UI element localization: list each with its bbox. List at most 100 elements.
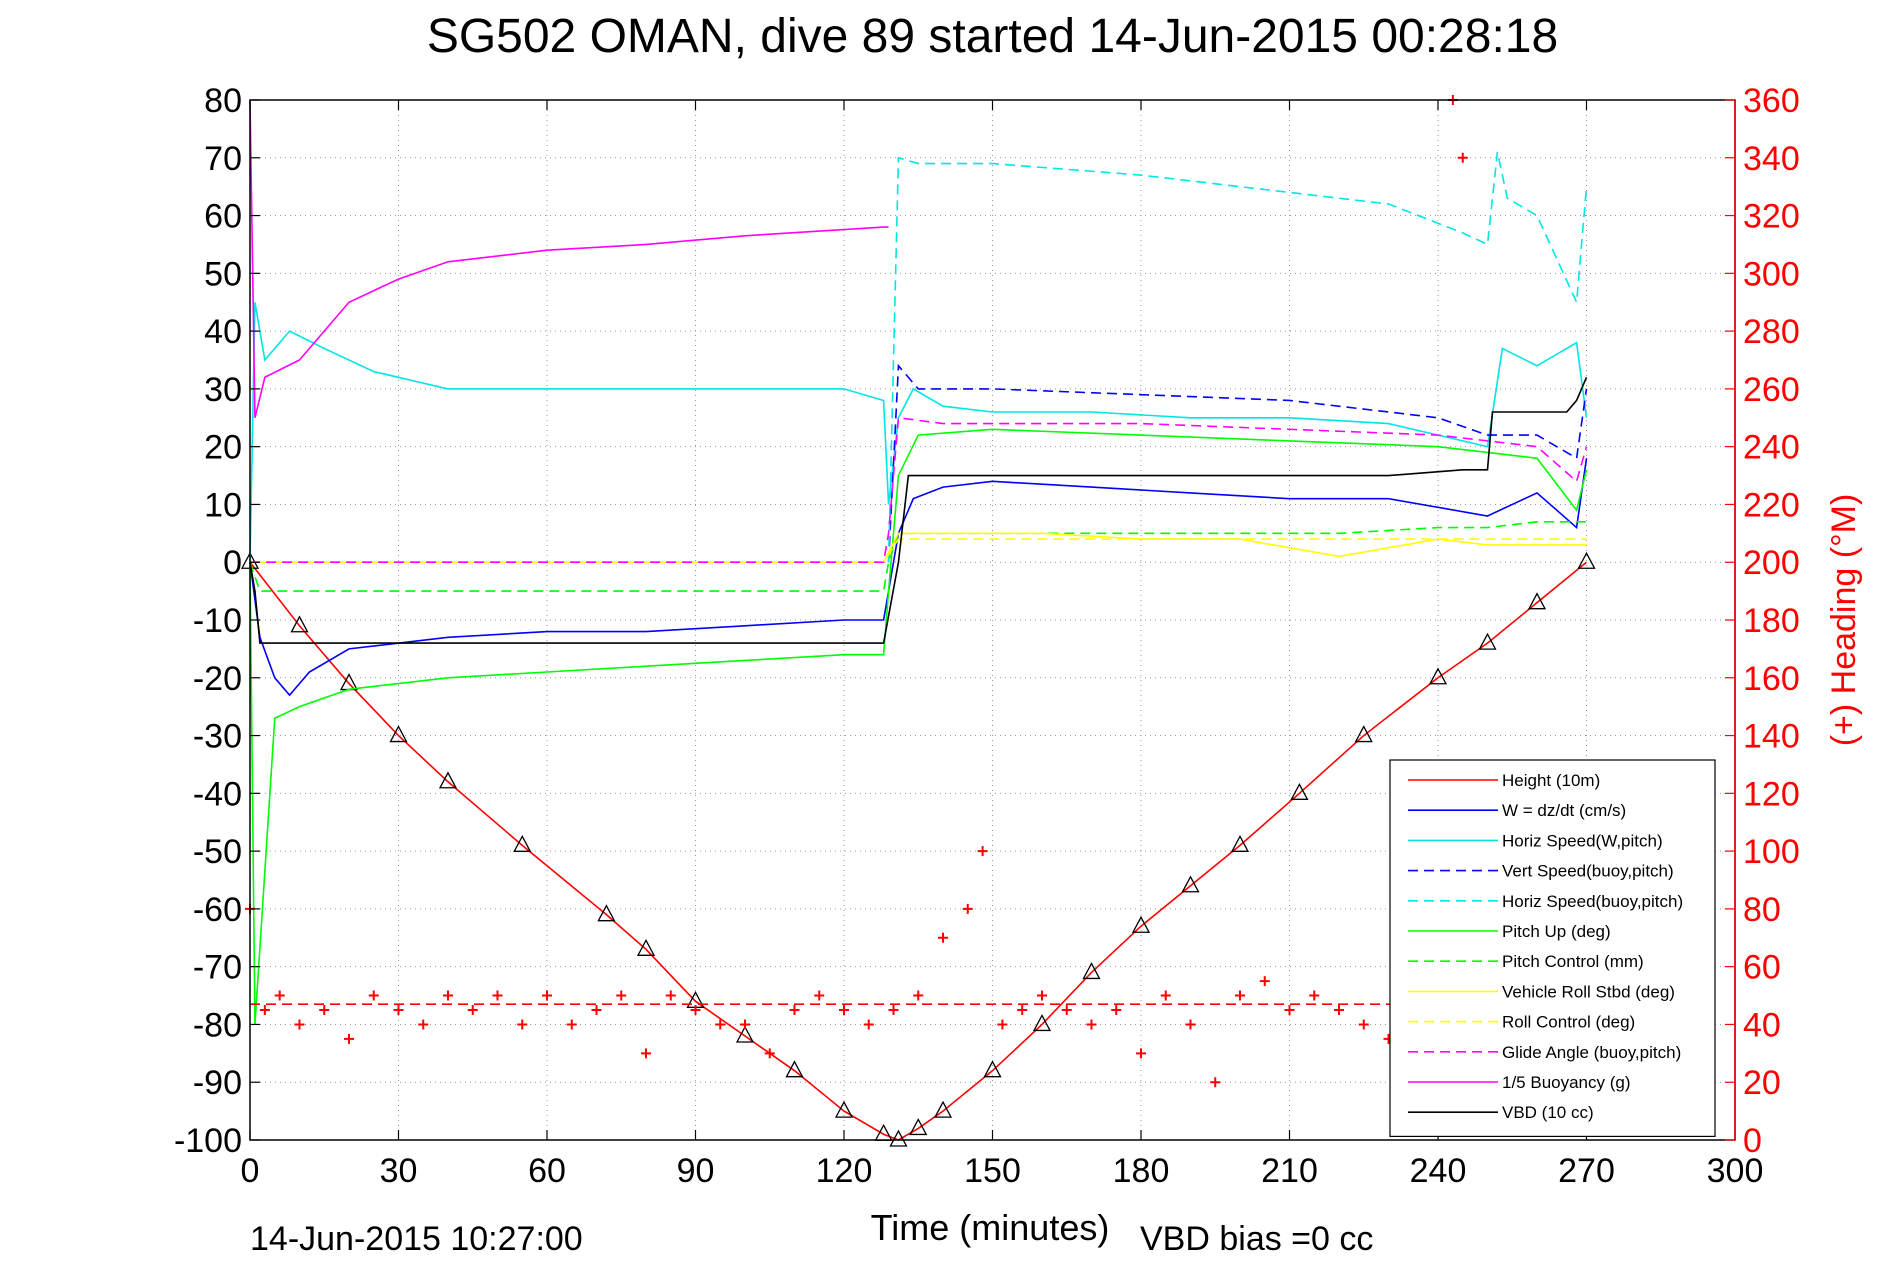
height-marker	[290, 615, 309, 633]
height-marker	[1131, 915, 1151, 933]
legend-label: Glide Angle (buoy,pitch)	[1502, 1043, 1681, 1062]
x-tick-label: 150	[964, 1152, 1021, 1190]
heading-point	[1210, 1077, 1221, 1088]
y-tick-label-left: -70	[193, 949, 242, 987]
y-tick-label-right: 120	[1743, 775, 1800, 813]
height-marker	[438, 771, 458, 789]
legend-label: Pitch Control (mm)	[1502, 952, 1644, 971]
heading-point	[764, 1048, 775, 1059]
y-tick-label-left: 80	[204, 82, 242, 120]
footer-timestamp: 14-Jun-2015 10:27:00	[250, 1220, 583, 1258]
height-marker	[1577, 551, 1596, 569]
heading-point	[962, 903, 973, 914]
heading-point	[1334, 1005, 1344, 1015]
heading-point	[888, 1005, 899, 1015]
x-tick-label: 60	[528, 1152, 566, 1190]
heading-point	[368, 990, 379, 1001]
series-vbd-10-cc	[249, 377, 1588, 644]
heading-point	[542, 990, 552, 1001]
x-tick-label: 210	[1261, 1152, 1318, 1190]
height-marker	[389, 725, 408, 743]
x-tick-label: 0	[241, 1152, 260, 1190]
height-marker	[889, 1129, 908, 1147]
heading-point	[715, 1019, 726, 1030]
heading-point	[566, 1019, 577, 1030]
height-marker	[735, 1025, 755, 1043]
heading-point	[997, 1019, 1008, 1030]
height-marker	[909, 1118, 928, 1136]
y-tick-label-left: 70	[204, 140, 242, 178]
heading-point	[1309, 990, 1320, 1001]
y-tick-label-right: 360	[1743, 82, 1800, 120]
legend-label: 1/5 Buoyancy (g)	[1502, 1073, 1631, 1092]
heading-point	[1086, 1019, 1097, 1030]
heading-point	[344, 1033, 354, 1044]
y-tick-label-left: -100	[174, 1122, 242, 1160]
heading-point	[938, 932, 948, 943]
y-tick-label-right: 300	[1743, 255, 1800, 293]
heading-point	[1111, 1005, 1122, 1015]
right-y-axis-label: (+) Heading (°M)	[1825, 494, 1863, 747]
x-tick-label: 300	[1707, 1152, 1764, 1190]
y-tick-label-right: 100	[1743, 833, 1800, 871]
heading-point	[913, 990, 924, 1001]
x-tick-label: 30	[380, 1152, 418, 1190]
y-tick-label-left: -40	[193, 775, 242, 813]
heading-point	[1457, 152, 1468, 163]
y-tick-label-left: 60	[204, 198, 242, 236]
y-tick-label-right: 20	[1743, 1064, 1781, 1102]
heading-point	[1185, 1019, 1196, 1030]
heading-point	[789, 1005, 800, 1015]
series-layer	[240, 95, 1596, 1147]
heading-point	[517, 1019, 528, 1030]
heading-point	[863, 1019, 874, 1030]
legend-label: Vert Speed(buoy,pitch)	[1502, 862, 1674, 881]
heading-point	[319, 1005, 330, 1015]
heading-point	[665, 990, 676, 1001]
heading-point	[1358, 1019, 1369, 1030]
y-tick-label-right: 160	[1743, 660, 1800, 698]
heading-point	[467, 1005, 478, 1015]
height-marker	[983, 1060, 1002, 1078]
legend-label: Pitch Up (deg)	[1502, 922, 1611, 941]
heading-point	[839, 1005, 849, 1015]
legend-box	[1389, 759, 1716, 1137]
y-tick-label-right: 80	[1743, 891, 1781, 929]
height-marker	[597, 904, 616, 922]
heading-point	[1017, 1005, 1028, 1015]
y-tick-label-right: 0	[1743, 1122, 1762, 1160]
height-marker	[1032, 1014, 1052, 1032]
heading-point	[740, 1019, 750, 1030]
y-tick-label-left: 30	[204, 371, 242, 409]
y-tick-label-left: -50	[193, 833, 242, 871]
y-tick-label-right: 280	[1743, 313, 1800, 351]
y-tick-label-right: 180	[1743, 602, 1800, 640]
series-glide-angle-buoy-pitch	[250, 416, 1588, 564]
height-marker	[1082, 962, 1101, 980]
heading-point	[1235, 990, 1245, 1001]
x-tick-label: 90	[677, 1152, 715, 1190]
legend: Height (10m) W = dz/dt (cm/s) Horiz Speed(…	[1389, 759, 1716, 1137]
legend-label: Horiz Speed(buoy,pitch)	[1502, 892, 1683, 911]
x-tick-label: 120	[816, 1152, 873, 1190]
y-tick-label-right: 320	[1743, 198, 1800, 236]
heading-point	[641, 1048, 651, 1059]
series-height-10m	[249, 561, 1588, 1141]
y-tick-label-left: -60	[193, 891, 242, 929]
height-marker	[513, 834, 532, 852]
heading-point	[1061, 1005, 1072, 1015]
y-tick-label-left: -30	[193, 718, 242, 756]
x-axis-label: Time (minutes)	[871, 1207, 1110, 1248]
height-marker	[1354, 725, 1373, 743]
y-tick-label-right: 240	[1743, 429, 1800, 467]
y-tick-label-right: 140	[1743, 718, 1800, 756]
legend-label: W = dz/dt (cm/s)	[1502, 801, 1626, 820]
heading-point	[977, 846, 988, 857]
height-marker	[933, 1100, 953, 1118]
height-marker	[636, 938, 656, 956]
series-vert-speed-buoy-pitch	[887, 363, 1588, 563]
series-roll-control-deg	[250, 538, 1587, 564]
heading-point	[1284, 1005, 1295, 1015]
y-tick-label-left: -80	[193, 1006, 242, 1044]
